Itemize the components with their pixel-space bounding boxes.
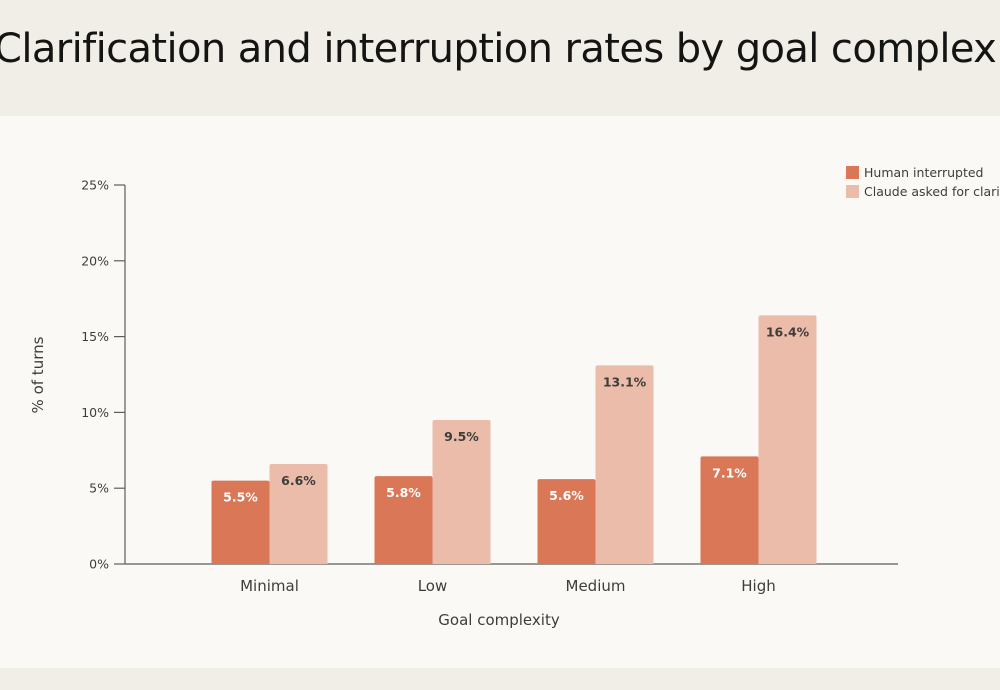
y-tick-label: 20%	[81, 253, 109, 268]
bar-human-interrupted-low	[374, 476, 433, 564]
bar-value-label: 5.6%	[549, 488, 584, 503]
bar-human-interrupted-medium	[537, 479, 596, 564]
bar-value-label: 6.6%	[281, 473, 316, 488]
bar-claude-clarification-high	[758, 315, 817, 564]
bar-claude-clarification-minimal	[269, 463, 328, 564]
y-tick-label: 0%	[89, 557, 109, 572]
bar-value-label: 5.5%	[223, 490, 258, 505]
bar-value-label: 9.5%	[444, 429, 479, 444]
x-category-label: High	[741, 577, 775, 595]
bar-human-interrupted-high	[700, 456, 759, 564]
legend-label: Human interrupted	[864, 165, 983, 180]
bar-value-label: 5.8%	[386, 485, 421, 500]
bar-claude-clarification-medium	[595, 365, 654, 564]
bar-value-label: 7.1%	[712, 465, 747, 480]
chart-title: Clarification and interruption rates by …	[0, 26, 1000, 72]
y-tick-label: 25%	[81, 178, 109, 193]
legend-swatch	[846, 185, 859, 198]
bar-claude-clarification-low	[432, 419, 491, 564]
x-category-label: Minimal	[240, 577, 299, 595]
bar-value-label: 16.4%	[766, 324, 810, 339]
legend-swatch	[846, 166, 859, 179]
x-axis-title: Goal complexity	[438, 611, 560, 629]
x-category-label: Low	[418, 577, 448, 595]
bar-value-label: 13.1%	[603, 374, 647, 389]
y-axis-title: % of turns	[29, 336, 47, 413]
chart-panel	[0, 116, 1000, 668]
legend-label: Claude asked for clarification	[864, 184, 1000, 199]
y-tick-label: 15%	[81, 329, 109, 344]
y-tick-label: 10%	[81, 405, 109, 420]
bar-human-interrupted-minimal	[211, 480, 270, 564]
x-category-label: Medium	[566, 577, 626, 595]
y-tick-label: 5%	[89, 481, 109, 496]
